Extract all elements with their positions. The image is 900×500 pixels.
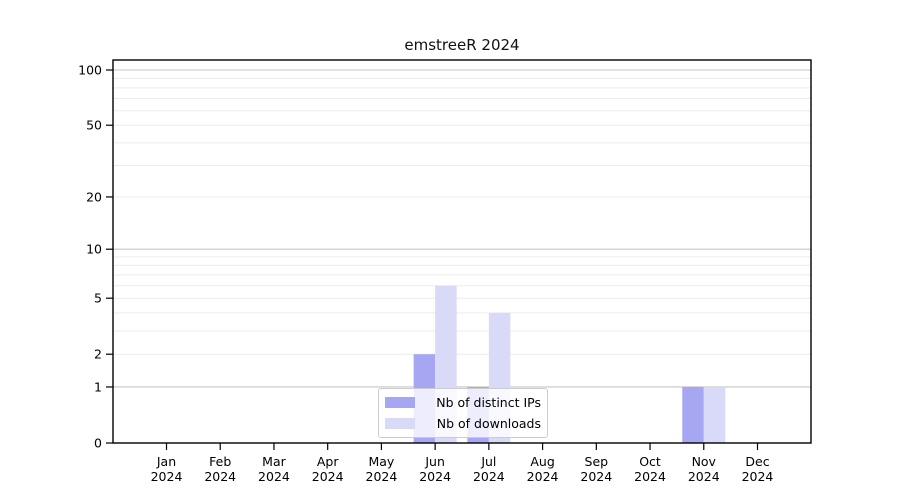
x-tick-label-month: Jan — [156, 454, 176, 469]
x-tick-label-month: Apr — [317, 454, 339, 469]
x-tick-label-month: Sep — [585, 454, 609, 469]
x-tick-label-month: Aug — [530, 454, 554, 469]
x-tick-label-year: 2024 — [366, 469, 398, 484]
legend-label-downloads: Nb of downloads — [436, 416, 541, 432]
x-tick-label-month: Oct — [639, 454, 661, 469]
x-tick-label-month: Jun — [424, 454, 445, 469]
x-tick-label-month: Feb — [209, 454, 231, 469]
legend-item-distinct-ips: Nb of distinct IPs — [385, 392, 541, 412]
x-tick-label-year: 2024 — [527, 469, 559, 484]
x-tick-label-year: 2024 — [204, 469, 236, 484]
y-tick-label: 100 — [78, 63, 102, 78]
y-tick-label: 10 — [86, 242, 102, 257]
x-tick-label-year: 2024 — [634, 469, 666, 484]
x-tick-label-year: 2024 — [742, 469, 774, 484]
x-tick-label-year: 2024 — [419, 469, 451, 484]
legend-swatch-downloads — [385, 418, 415, 430]
x-tick-label-month: Jul — [480, 454, 496, 469]
y-tick-label: 0 — [94, 436, 102, 451]
plot-border — [112, 59, 812, 444]
x-tick-label-year: 2024 — [473, 469, 505, 484]
y-tick-label: 5 — [94, 291, 102, 306]
x-tick-label-year: 2024 — [312, 469, 344, 484]
chart-title: emstreeR 2024 — [404, 36, 520, 54]
y-tick-label: 20 — [86, 189, 102, 204]
x-tick-label-year: 2024 — [688, 469, 720, 484]
x-tick-label-year: 2024 — [258, 469, 290, 484]
x-tick-label-year: 2024 — [151, 469, 183, 484]
bar-nov-s1 — [703, 386, 726, 443]
legend-item-downloads: Nb of downloads — [385, 414, 541, 434]
axes — [106, 59, 812, 450]
legend-swatch-distinct-ips — [385, 396, 415, 408]
x-tick-label-year: 2024 — [580, 469, 612, 484]
legend-label-distinct-ips: Nb of distinct IPs — [436, 394, 541, 410]
y-tick-label: 1 — [94, 379, 102, 394]
bar-nov-s0 — [682, 386, 704, 443]
y-tick-label: 2 — [94, 347, 102, 362]
x-tick-label-month: Dec — [745, 454, 769, 469]
x-tick-label-month: May — [368, 454, 394, 469]
tick-labels: 0125102050100Jan2024Feb2024Mar2024Apr202… — [78, 63, 773, 485]
y-tick-label: 50 — [86, 118, 102, 133]
legend-box: Nb of distinct IPs Nb of downloads — [378, 388, 548, 438]
x-tick-label-month: Nov — [692, 454, 717, 469]
gridlines — [113, 69, 811, 388]
x-tick-label-month: Mar — [262, 454, 286, 469]
